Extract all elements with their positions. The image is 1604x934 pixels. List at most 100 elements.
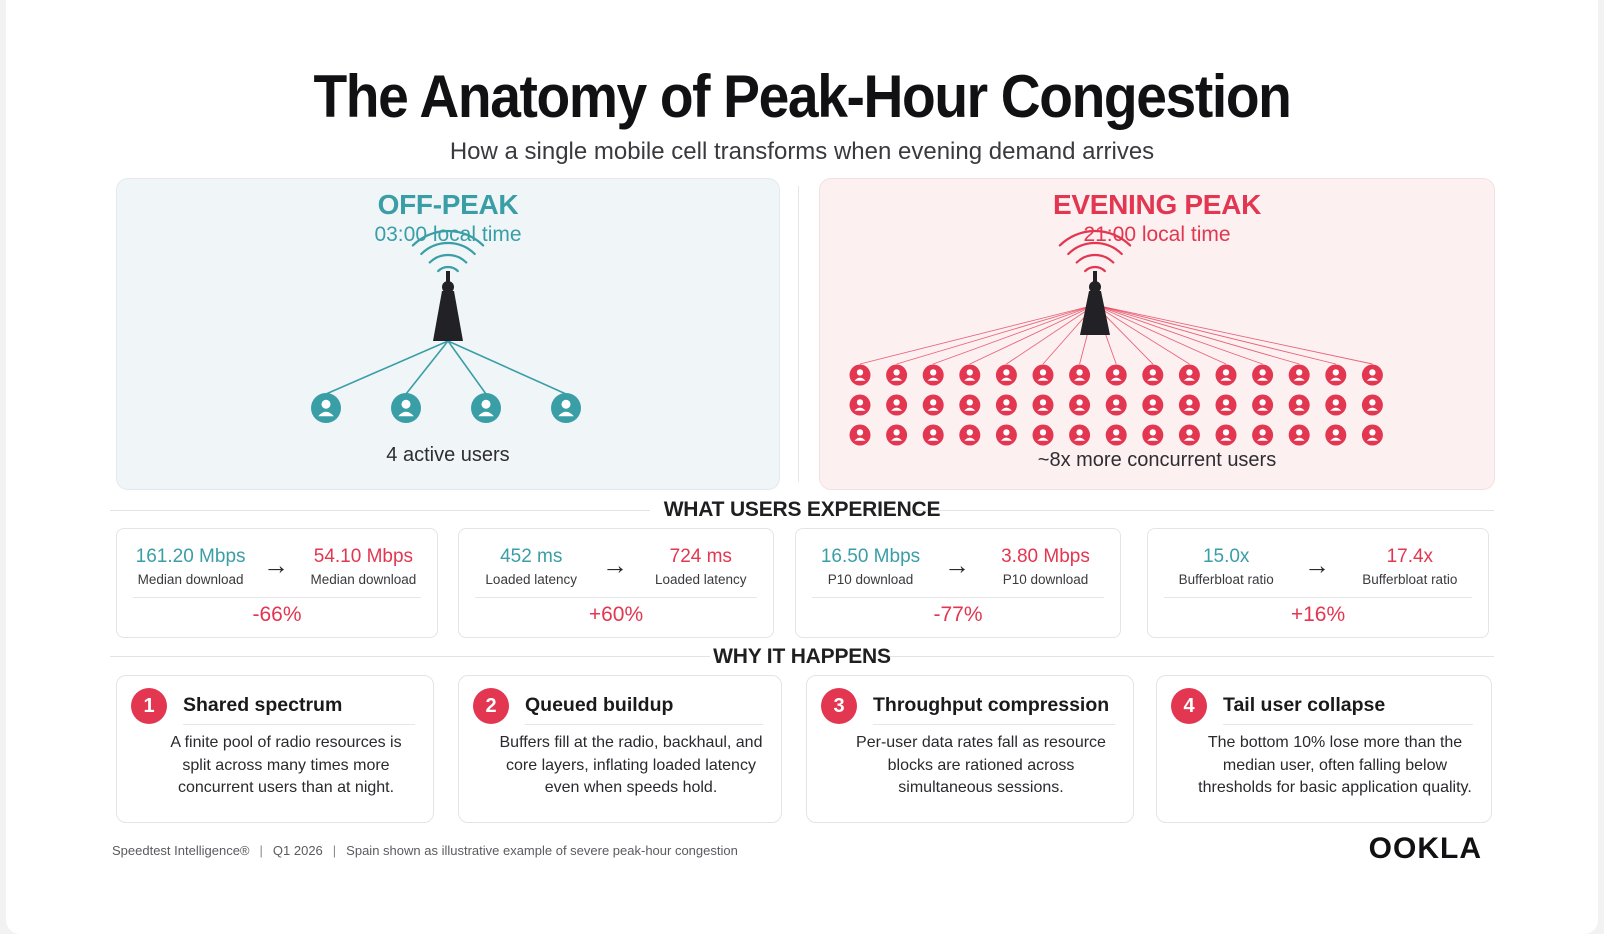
link-line [1094, 304, 1227, 365]
user-icon-head [1332, 429, 1339, 436]
section-rule [110, 656, 710, 657]
evening-peak-heading: EVENING PEAK [1053, 189, 1261, 220]
user-icon [1215, 394, 1237, 416]
metric-change: -66% [252, 603, 302, 626]
link-line [447, 340, 567, 395]
user-icon-head [1296, 369, 1303, 376]
user-icon-head [893, 369, 900, 376]
user-icon-body [1000, 437, 1012, 441]
user-icon [1178, 424, 1200, 446]
user-icon-body [478, 411, 494, 417]
user-icon-body [1293, 407, 1305, 411]
off-peak-users [311, 393, 581, 423]
user-icon-head [1039, 369, 1047, 376]
metric-change: +16% [1290, 603, 1346, 626]
experience-section-title: WHAT USERS EXPERIENCE [663, 498, 941, 521]
metric-after-label: Bufferbloat ratio [1362, 572, 1458, 587]
user-icon-head [401, 399, 411, 409]
off-peak-heading: OFF-PEAK [377, 189, 519, 220]
user-icon [1325, 424, 1347, 446]
reason-title: Shared spectrum [183, 694, 343, 716]
off-peak-links [325, 340, 567, 395]
metric-before-label: Loaded latency [485, 572, 577, 587]
user-icon-body [1220, 437, 1232, 441]
reasons-section-title: WHY IT HAPPENS [713, 645, 891, 668]
user-icon [959, 394, 981, 416]
metric-after-label: Median download [310, 572, 417, 587]
evening-peak-network-diagram [849, 229, 1383, 446]
metric-after-value: 17.4x [1386, 546, 1434, 567]
user-icon-head [893, 429, 900, 436]
user-icon-head [1222, 429, 1230, 436]
evening-peak-time: 21:00 local time [1083, 223, 1231, 246]
user-icon-head [1186, 399, 1193, 406]
user-icon-head [1149, 369, 1156, 376]
metric-divider [133, 597, 421, 598]
off-peak-time: 03:00 local time [374, 223, 522, 246]
reason-divider [873, 724, 1115, 725]
arrow-right-icon: → [263, 550, 289, 580]
user-icon [1361, 364, 1383, 386]
user-icon-body [964, 437, 976, 441]
tower-body [1080, 291, 1110, 335]
user-icon [849, 424, 871, 446]
signal-arc [1067, 241, 1123, 256]
user-icon-head [1186, 369, 1193, 376]
reason-number-badge: 4 [1171, 688, 1207, 724]
metric-before-value: 161.20 Mbps [135, 546, 246, 567]
page-subtitle: How a single mobile cell transforms when… [449, 138, 1155, 165]
user-icon [1288, 424, 1310, 446]
user-icon-body [1366, 437, 1378, 441]
signal-arc [1058, 229, 1132, 247]
user-icon-head [1332, 369, 1339, 376]
user-icon-head [930, 429, 937, 436]
user-icon [1069, 424, 1091, 446]
user-icon-body [318, 411, 334, 417]
user-icon-head [1259, 429, 1266, 436]
user-icon-body [1330, 377, 1342, 381]
user-icon [1288, 394, 1310, 416]
user-icon-body [1183, 437, 1195, 441]
user-icon-head [893, 399, 900, 406]
user-icon-body [927, 437, 939, 441]
reason-card: 2 Queued buildup Buffers fill at the rad… [458, 675, 782, 823]
evening-peak-caption: ~8x more concurrent users [1037, 449, 1277, 471]
user-icon-head [1003, 429, 1010, 436]
user-icon-head [930, 399, 937, 406]
user-icon [995, 424, 1017, 446]
user-icon [1288, 364, 1310, 386]
user-icon-head [1003, 399, 1010, 406]
user-icon-head [930, 369, 937, 376]
user-icon [1069, 364, 1091, 386]
user-icon-body [1110, 377, 1122, 381]
reason-title: Throughput compression [873, 694, 1110, 716]
link-line [933, 304, 1096, 365]
evening-peak-panel: EVENING PEAK 21:00 local time ~8x more c… [819, 178, 1495, 490]
reason-divider [183, 724, 415, 725]
user-icon [1032, 364, 1054, 386]
user-icon [1252, 394, 1274, 416]
reason-number-badge: 2 [473, 688, 509, 724]
user-icon-head [1296, 399, 1303, 406]
user-icon [471, 393, 501, 423]
user-icon [551, 393, 581, 423]
reason-text: Buffers fill at the radio, backhaul, and… [499, 734, 763, 796]
link-line [405, 340, 449, 395]
user-icon-body [1074, 437, 1086, 441]
arrow-right-icon: → [944, 550, 970, 580]
reason-card: 1 Shared spectrum A finite pool of radio… [116, 675, 434, 823]
reason-divider [1223, 724, 1473, 725]
user-icon-body [891, 407, 903, 411]
link-line [969, 304, 1096, 365]
user-icon-head [1186, 429, 1193, 436]
user-icon-head [966, 429, 973, 436]
user-icon [1325, 394, 1347, 416]
link-line [859, 304, 1096, 365]
wifi-signal-icon [1058, 229, 1132, 273]
user-icon-head [856, 429, 864, 436]
reason-divider [525, 724, 763, 725]
antenna [446, 271, 450, 285]
user-icon-head [1296, 429, 1303, 436]
user-icon [1105, 424, 1127, 446]
arrow-right-icon: → [1304, 550, 1330, 580]
